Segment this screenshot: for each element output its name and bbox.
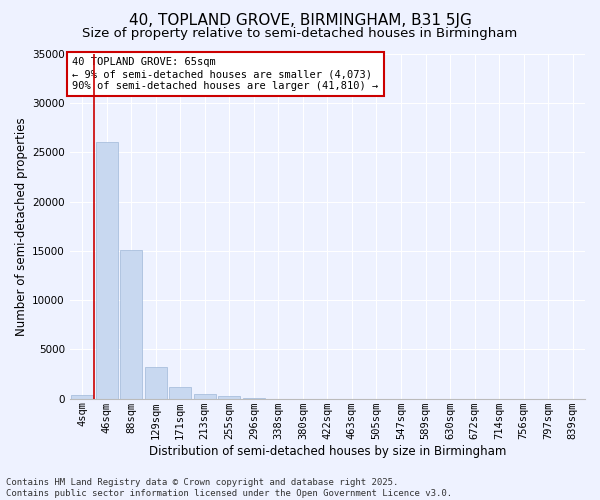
Text: 40 TOPLAND GROVE: 65sqm
← 9% of semi-detached houses are smaller (4,073)
90% of : 40 TOPLAND GROVE: 65sqm ← 9% of semi-det… (73, 58, 379, 90)
Bar (145, 367, 167, 398)
Y-axis label: Number of semi-detached properties: Number of semi-detached properties (15, 117, 28, 336)
Bar (218, 396, 240, 398)
X-axis label: Distribution of semi-detached houses by size in Birmingham: Distribution of semi-detached houses by … (149, 444, 506, 458)
Bar (194, 394, 216, 398)
Bar (169, 387, 191, 398)
Text: Size of property relative to semi-detached houses in Birmingham: Size of property relative to semi-detach… (82, 28, 518, 40)
Bar (120, 250, 142, 398)
Bar (71, 395, 93, 398)
Text: Contains HM Land Registry data © Crown copyright and database right 2025.
Contai: Contains HM Land Registry data © Crown c… (6, 478, 452, 498)
Bar (95, 142, 118, 398)
Text: 40, TOPLAND GROVE, BIRMINGHAM, B31 5JG: 40, TOPLAND GROVE, BIRMINGHAM, B31 5JG (128, 12, 472, 28)
